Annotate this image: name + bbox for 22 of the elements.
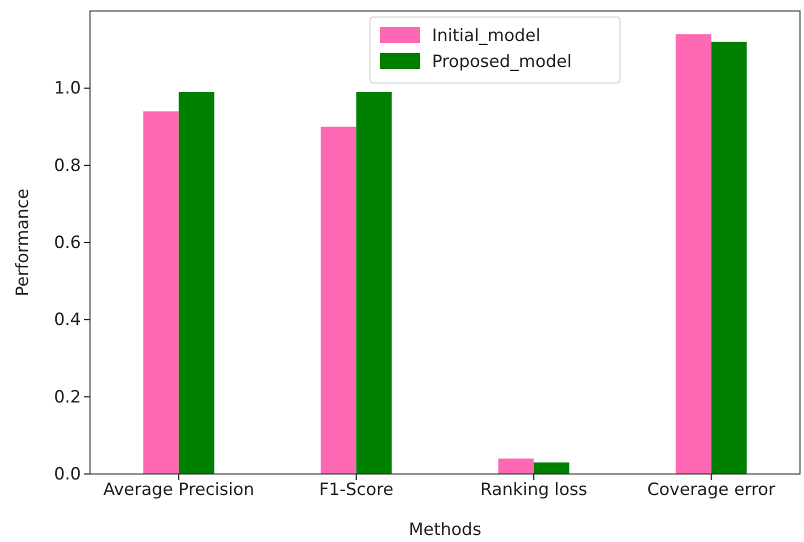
x-axis-title: Methods xyxy=(408,520,482,540)
bar xyxy=(356,92,392,474)
legend-label: Proposed_model xyxy=(432,52,572,72)
bar xyxy=(320,126,356,474)
x-tick-label: F1-Score xyxy=(319,480,394,500)
bar xyxy=(534,462,570,474)
y-tick-label: 0.4 xyxy=(54,310,81,330)
bar xyxy=(711,42,747,474)
y-tick-label: 0.0 xyxy=(54,464,81,484)
y-tick-label: 0.2 xyxy=(54,387,81,408)
bar xyxy=(143,111,179,474)
x-tick-label: Average Precision xyxy=(103,480,254,500)
y-tick-label: 1.0 xyxy=(54,78,81,99)
legend-label: Initial_model xyxy=(432,26,540,46)
y-tick-label: 0.6 xyxy=(54,232,81,253)
x-tick-label: Coverage error xyxy=(647,480,776,500)
y-axis-title: Performance xyxy=(13,188,33,296)
y-tick-label: 0.8 xyxy=(54,156,81,176)
bar xyxy=(178,92,214,474)
bar xyxy=(498,458,534,474)
bar xyxy=(676,34,712,474)
x-tick-label: Ranking loss xyxy=(480,480,588,500)
